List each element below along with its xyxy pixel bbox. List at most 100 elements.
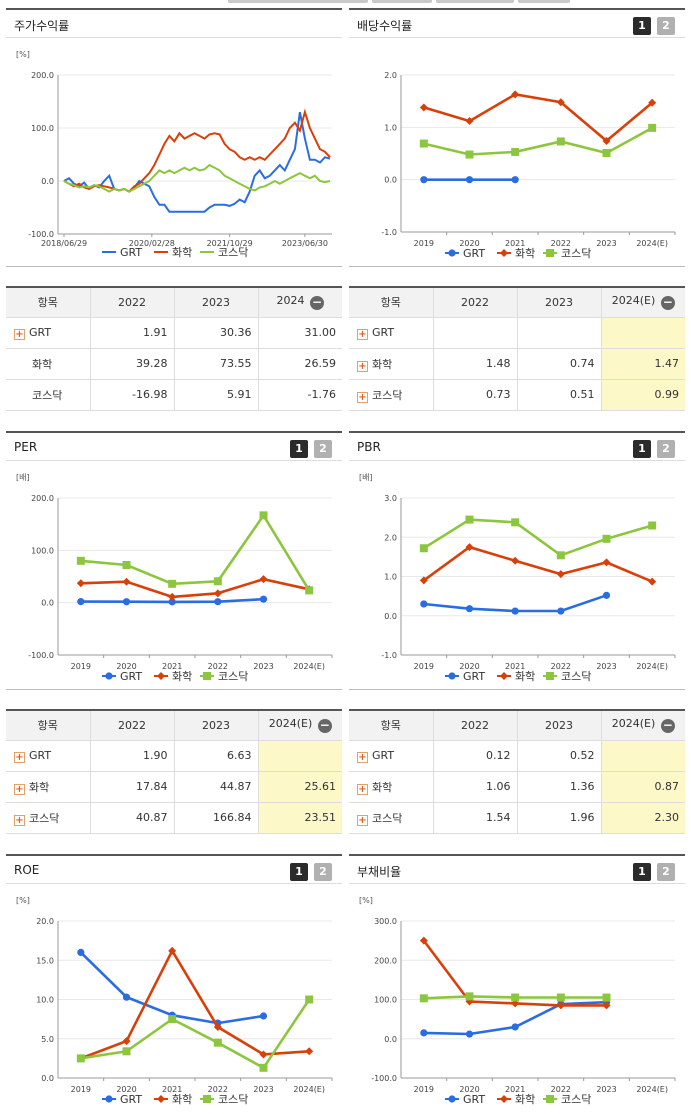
y-tick-label: 200.0 (31, 494, 54, 503)
kosdaq-point (465, 992, 474, 1001)
row-label[interactable]: + 화학 (6, 771, 90, 803)
row-label[interactable]: + GRT (6, 317, 90, 349)
y-tick-label: -1.0 (381, 651, 397, 660)
expand-icon[interactable]: + (357, 783, 368, 795)
expand-icon[interactable]: + (357, 814, 368, 826)
table-row: + 코스닥 40.87 166.84 23.51 (6, 802, 342, 834)
col-header: 항목 (6, 286, 90, 318)
x-tick-label: 2020 (459, 1085, 479, 1094)
table-cell: 0.52 (516, 740, 601, 772)
collapse-icon[interactable]: − (310, 295, 324, 311)
expand-icon[interactable]: + (357, 391, 368, 403)
legend-kosdaq-point (546, 249, 554, 257)
kosdaq-series-line (423, 518, 653, 557)
row-label[interactable]: + GRT (349, 740, 433, 772)
legend-chemical-point (157, 1095, 165, 1103)
table-row: + 코스닥 1.54 1.96 2.30 (349, 802, 685, 834)
collapse-icon[interactable]: − (317, 718, 332, 734)
row-label[interactable]: + GRT (349, 317, 433, 349)
kosdaq-point (511, 147, 520, 156)
row-label: 화학 (6, 348, 90, 380)
collapse-icon[interactable]: − (660, 718, 675, 734)
x-tick-label: 2023 (596, 1085, 616, 1094)
view-1-button[interactable]: 1 (633, 17, 651, 35)
view-1-button[interactable]: 1 (290, 440, 308, 458)
table-row: + 화학 1.48 0.74 1.47 (349, 348, 685, 380)
table-cell: 5.91 (173, 379, 258, 411)
x-tick-label: 2021 (505, 1085, 525, 1094)
expand-icon[interactable]: + (14, 751, 25, 763)
grt-point (465, 176, 474, 184)
y-tick-label: -100.0 (28, 651, 54, 660)
table-cell: 1.96 (516, 802, 601, 834)
view-1-button[interactable]: 1 (290, 863, 308, 881)
col-header: 2022 (432, 286, 517, 318)
table-cell: 1.06 (432, 771, 517, 803)
expand-icon[interactable]: + (14, 783, 25, 795)
table-cell: 40.87 (89, 802, 174, 834)
dividend-chart: 2.0 1.0 0.0 -1.0 2019 2020 2021 2022 2023 2024(E)… (381, 71, 676, 260)
view-2-button[interactable]: 2 (314, 863, 332, 881)
table-row: + GRT (349, 317, 685, 349)
expand-icon[interactable]: + (14, 328, 25, 340)
y-tick-label: 0.0 (41, 177, 54, 186)
table-cell: 0.73 (432, 379, 517, 411)
chemical-point (648, 577, 657, 586)
table-cell: 26.59 (257, 348, 342, 380)
legend-label: 화학 (172, 1093, 192, 1106)
table-row: + GRT 0.12 0.52 (349, 740, 685, 772)
kosdaq-point (213, 577, 222, 586)
chemical-point (122, 1037, 131, 1046)
legend-chemical-point (500, 1095, 508, 1103)
panel-title: 부채비율 (357, 865, 402, 879)
table-cell: 0.87 (600, 771, 685, 803)
view-2-button[interactable]: 2 (314, 440, 332, 458)
row-label[interactable]: + 화학 (349, 771, 433, 803)
collapse-icon[interactable]: − (660, 295, 675, 311)
col-header: 항목 (349, 286, 433, 318)
grt-point (511, 607, 519, 615)
view-1-button[interactable]: 1 (633, 863, 651, 881)
table-cell: 73.55 (173, 348, 258, 380)
x-tick-label: 2022 (551, 239, 571, 248)
col-header: 2024 − (257, 286, 342, 318)
y-tick-label: 15.0 (36, 956, 54, 965)
grt-point (214, 598, 222, 606)
view-2-button[interactable]: 2 (657, 17, 675, 35)
row-label[interactable]: + 코스닥 (349, 802, 433, 834)
grt-point (259, 1012, 268, 1020)
table-cell: 1.54 (432, 802, 517, 834)
col-header: 2024(E) − (600, 286, 685, 318)
expand-icon[interactable]: + (14, 814, 25, 826)
table-cell (600, 740, 685, 772)
view-2-button[interactable]: 2 (657, 863, 675, 881)
unit-label: [배] (359, 473, 373, 482)
y-tick-label: 0.0 (41, 1074, 54, 1083)
view-1-button[interactable]: 1 (633, 440, 651, 458)
table-cell: 1.48 (432, 348, 517, 380)
legend-label: 코스닥 (561, 247, 591, 260)
legend-grt-point (105, 672, 113, 680)
legend-label: GRT (120, 246, 142, 259)
x-tick-label: 2020 (116, 662, 136, 671)
pbr-table: 항목 2022 2023 2024(E) − + GRT 0.12 0.52 + 화… (349, 709, 685, 834)
row-label[interactable]: + 코스닥 (6, 802, 90, 834)
y-tick-label: -1.0 (381, 228, 397, 237)
row-label[interactable]: + GRT (6, 740, 90, 772)
row-label[interactable]: + 코스닥 (349, 379, 433, 411)
chemical-series-line (423, 545, 653, 583)
expand-icon[interactable]: + (357, 328, 368, 340)
grt-point (168, 598, 176, 606)
grt-point (511, 1023, 519, 1031)
legend-label: 코스닥 (218, 670, 248, 683)
x-tick-label: 2022 (208, 662, 228, 671)
table-cell (257, 740, 342, 772)
chemical-series-line (80, 577, 310, 599)
expand-icon[interactable]: + (357, 751, 368, 763)
x-tick-label: 2023 (253, 662, 273, 671)
view-2-button[interactable]: 2 (657, 440, 675, 458)
expand-icon[interactable]: + (357, 360, 368, 372)
col-header: 항목 (6, 709, 90, 741)
row-label[interactable]: + 화학 (349, 348, 433, 380)
